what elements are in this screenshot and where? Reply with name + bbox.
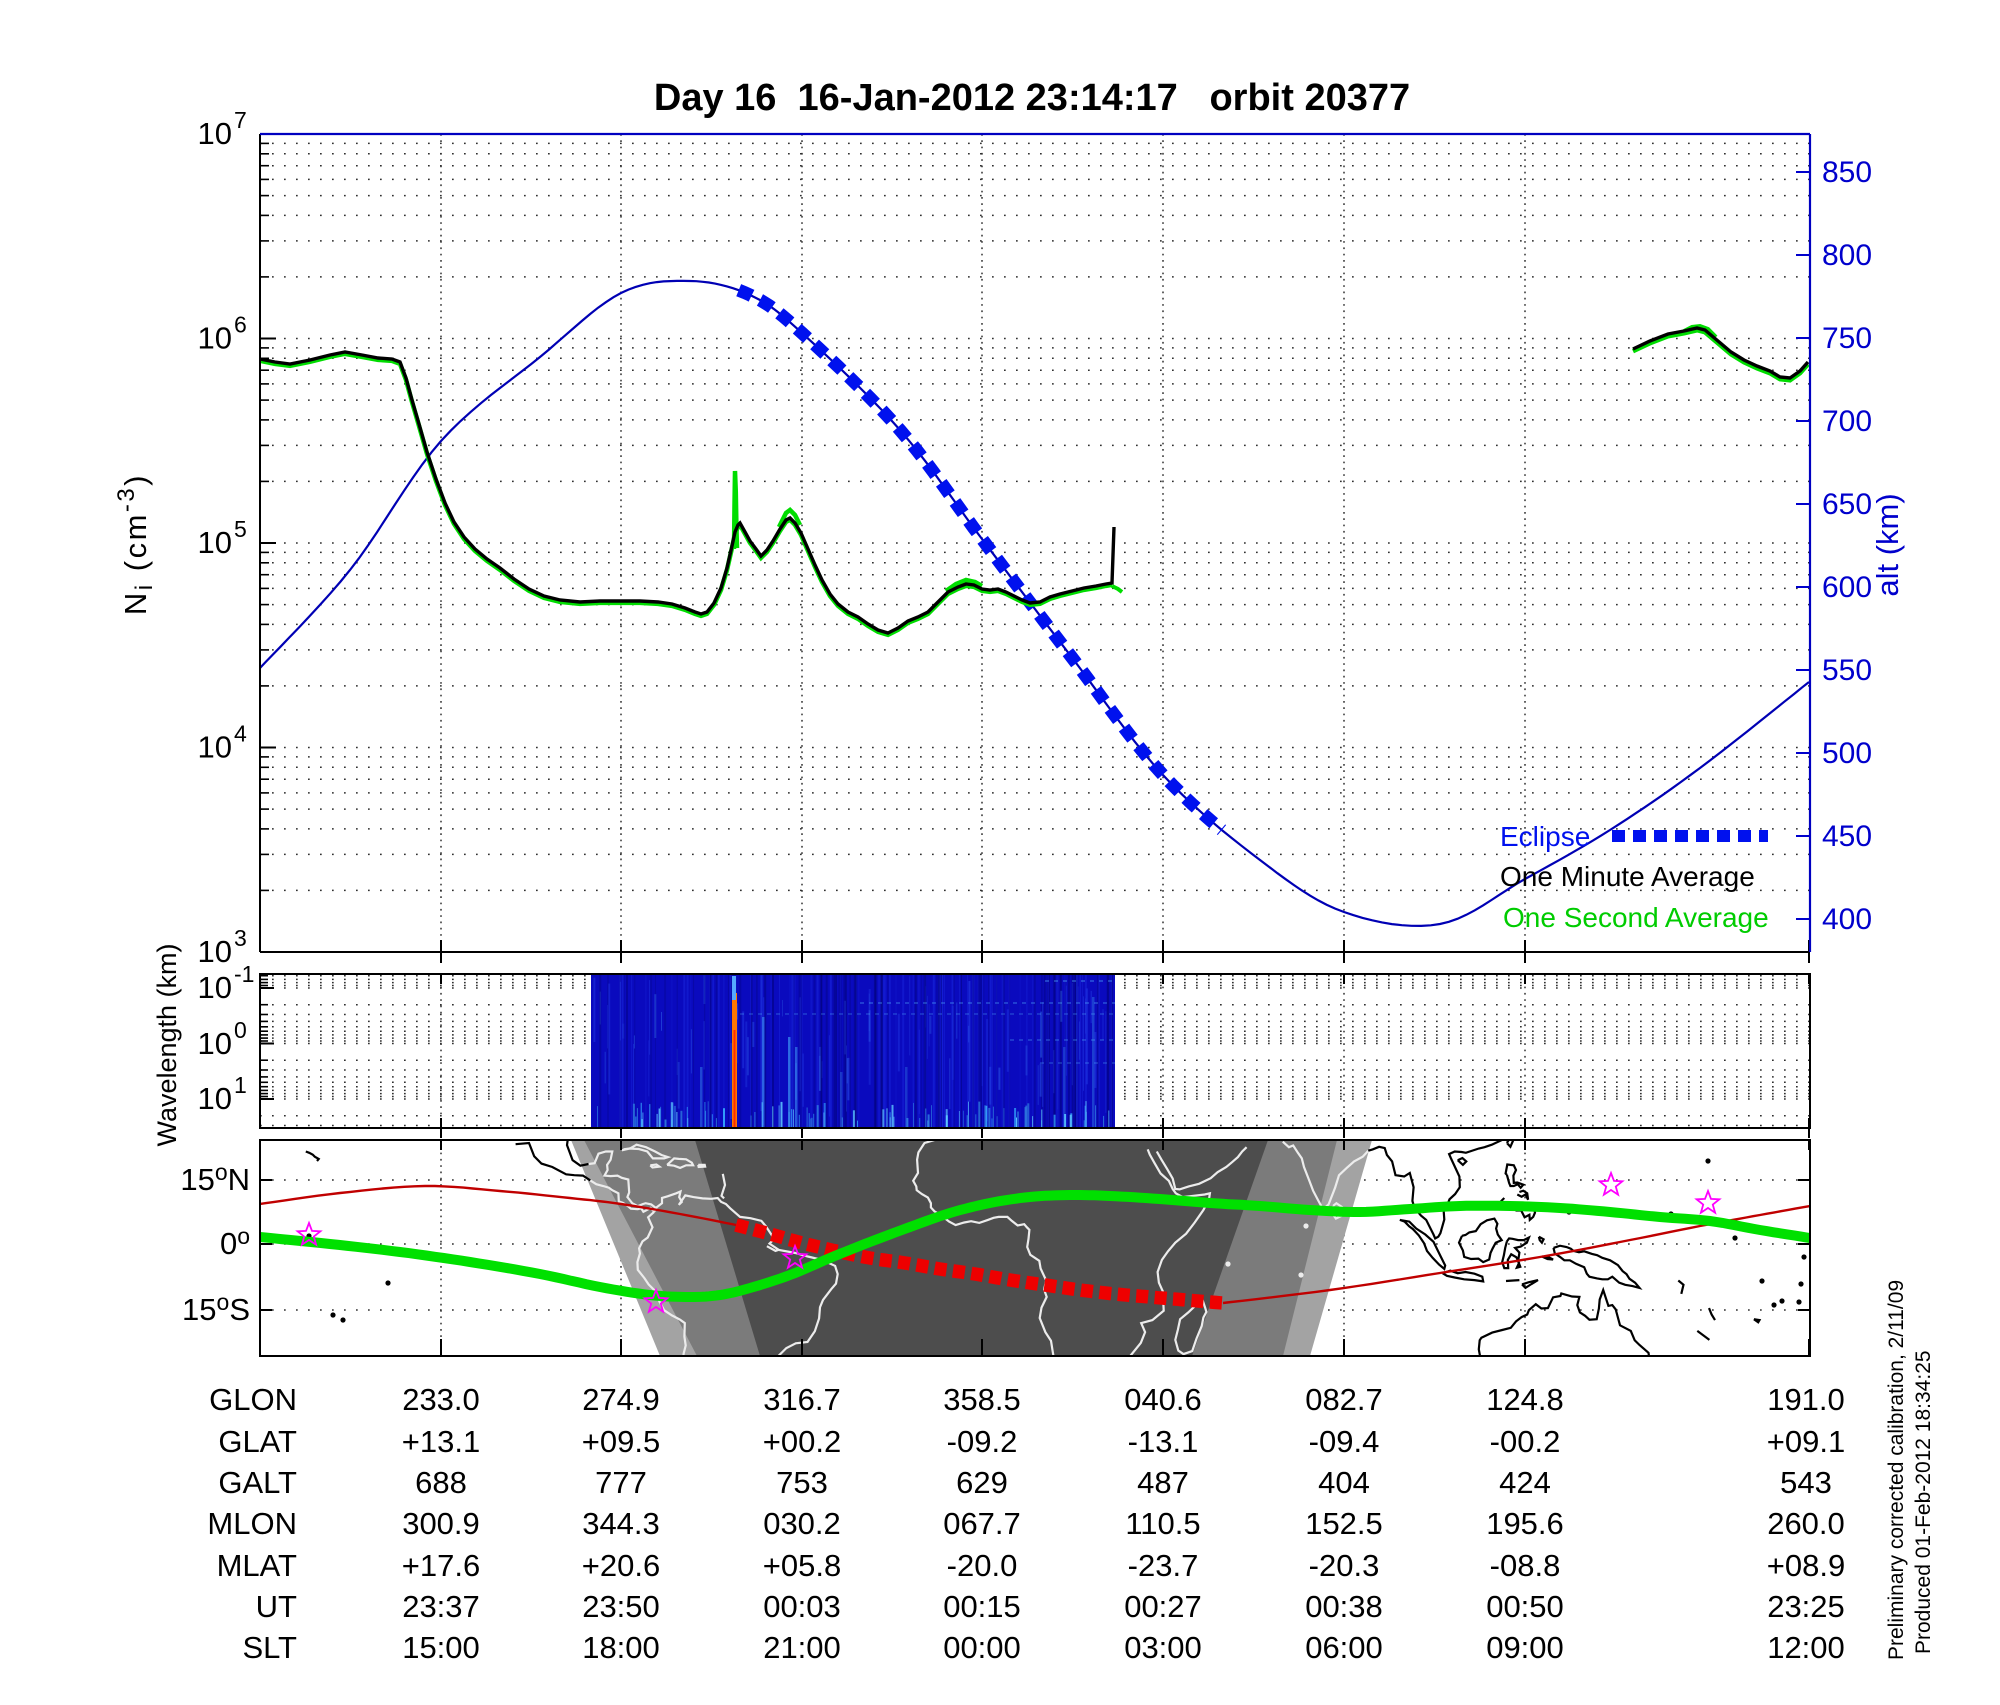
- svg-text:688: 688: [415, 1465, 467, 1500]
- svg-text:Eclipse: Eclipse: [1500, 821, 1590, 852]
- svg-text:10: 10: [198, 321, 232, 356]
- svg-text:MLAT: MLAT: [217, 1548, 297, 1583]
- svg-text:233.0: 233.0: [402, 1382, 480, 1417]
- svg-text:-08.8: -08.8: [1490, 1548, 1561, 1583]
- svg-text:487: 487: [1137, 1465, 1189, 1500]
- svg-text:6: 6: [234, 312, 247, 338]
- svg-text:GLON: GLON: [209, 1382, 297, 1417]
- svg-text:3: 3: [234, 925, 247, 951]
- svg-text:110.5: 110.5: [1125, 1506, 1200, 1541]
- svg-text:404: 404: [1318, 1465, 1370, 1500]
- svg-text:10: 10: [198, 1081, 232, 1116]
- svg-text:00:00: 00:00: [943, 1630, 1021, 1665]
- svg-text:424: 424: [1499, 1465, 1551, 1500]
- svg-text:15oS: 15oS: [182, 1289, 250, 1327]
- svg-text:MLON: MLON: [207, 1506, 297, 1541]
- svg-text:15:00: 15:00: [402, 1630, 480, 1665]
- svg-text:+09.1: +09.1: [1767, 1424, 1845, 1459]
- svg-text:753: 753: [776, 1465, 828, 1500]
- svg-text:260.0: 260.0: [1767, 1506, 1845, 1541]
- svg-text:316.7: 316.7: [763, 1382, 841, 1417]
- svg-text:5: 5: [234, 516, 247, 542]
- svg-text:GLAT: GLAT: [218, 1424, 297, 1459]
- svg-text:274.9: 274.9: [582, 1382, 660, 1417]
- svg-text:SLT: SLT: [242, 1630, 297, 1665]
- svg-text:+00.2: +00.2: [763, 1424, 841, 1459]
- svg-text:+05.8: +05.8: [763, 1548, 841, 1583]
- svg-text:700: 700: [1822, 405, 1872, 438]
- svg-text:195.6: 195.6: [1486, 1506, 1564, 1541]
- svg-text:21:00: 21:00: [763, 1630, 841, 1665]
- svg-text:10: 10: [198, 934, 232, 969]
- svg-text:040.6: 040.6: [1124, 1382, 1202, 1417]
- svg-text:750: 750: [1822, 322, 1872, 355]
- svg-text:1: 1: [234, 1072, 247, 1098]
- svg-text:Day 16 16-Jan-2012 23:14:17: Day 16 16-Jan-2012 23:14:17 orbit 20377: [654, 77, 1410, 119]
- svg-text:550: 550: [1822, 654, 1872, 687]
- svg-text:850: 850: [1822, 156, 1872, 189]
- svg-text:23:37: 23:37: [402, 1589, 480, 1624]
- svg-text:23:50: 23:50: [582, 1589, 660, 1624]
- svg-text:10: 10: [198, 730, 232, 765]
- svg-text:4: 4: [234, 721, 247, 747]
- svg-text:-23.7: -23.7: [1128, 1548, 1199, 1583]
- svg-text:500: 500: [1822, 737, 1872, 770]
- svg-text:10: 10: [198, 970, 232, 1005]
- svg-text:+08.9: +08.9: [1767, 1548, 1845, 1583]
- svg-text:191.0: 191.0: [1767, 1382, 1845, 1417]
- svg-text:-20.3: -20.3: [1309, 1548, 1380, 1583]
- svg-text:0: 0: [234, 1017, 247, 1043]
- svg-text:152.5: 152.5: [1305, 1506, 1383, 1541]
- svg-text:-09.4: -09.4: [1309, 1424, 1380, 1459]
- svg-text:777: 777: [595, 1465, 647, 1500]
- svg-text:06:00: 06:00: [1305, 1630, 1383, 1665]
- svg-text:GALT: GALT: [218, 1465, 297, 1500]
- svg-text:344.3: 344.3: [582, 1506, 660, 1541]
- svg-text:600: 600: [1822, 571, 1872, 604]
- svg-text:450: 450: [1822, 820, 1872, 853]
- svg-text:-09.2: -09.2: [947, 1424, 1018, 1459]
- svg-text:+20.6: +20.6: [582, 1548, 660, 1583]
- svg-text:12:00: 12:00: [1767, 1630, 1845, 1665]
- svg-text:Preliminary corrected calibrat: Preliminary corrected calibration, 2/11/…: [1885, 1280, 1908, 1660]
- svg-text:300.9: 300.9: [402, 1506, 480, 1541]
- svg-text:00:15: 00:15: [943, 1589, 1021, 1624]
- svg-text:00:38: 00:38: [1305, 1589, 1383, 1624]
- svg-text:One Minute Average: One Minute Average: [1500, 861, 1755, 892]
- svg-text:082.7: 082.7: [1305, 1382, 1383, 1417]
- svg-text:09:00: 09:00: [1486, 1630, 1564, 1665]
- svg-text:030.2: 030.2: [763, 1506, 841, 1541]
- svg-text:+09.5: +09.5: [582, 1424, 660, 1459]
- svg-text:-1: -1: [234, 961, 254, 987]
- svg-text:067.7: 067.7: [943, 1506, 1021, 1541]
- svg-text:400: 400: [1822, 903, 1872, 936]
- svg-text:-20.0: -20.0: [947, 1548, 1018, 1583]
- svg-text:Produced 01-Feb-2012 18:34:25: Produced 01-Feb-2012 18:34:25: [1912, 1350, 1935, 1654]
- svg-text:10: 10: [198, 116, 232, 151]
- svg-text:03:00: 03:00: [1124, 1630, 1202, 1665]
- svg-text:-13.1: -13.1: [1128, 1424, 1199, 1459]
- svg-text:00:03: 00:03: [763, 1589, 841, 1624]
- svg-text:Wavelength (km): Wavelength (km): [152, 943, 182, 1146]
- svg-text:-00.2: -00.2: [1490, 1424, 1561, 1459]
- svg-text:23:25: 23:25: [1767, 1589, 1845, 1624]
- svg-text:UT: UT: [256, 1589, 297, 1624]
- svg-text:543: 543: [1780, 1465, 1832, 1500]
- svg-text:800: 800: [1822, 239, 1872, 272]
- svg-text:629: 629: [956, 1465, 1008, 1500]
- svg-text:00:50: 00:50: [1486, 1589, 1564, 1624]
- svg-text:alt (km): alt (km): [1870, 493, 1905, 596]
- svg-text:18:00: 18:00: [582, 1630, 660, 1665]
- svg-text:7: 7: [234, 107, 247, 133]
- svg-text:15oN: 15oN: [180, 1159, 250, 1197]
- svg-text:10: 10: [198, 1026, 232, 1061]
- svg-text:10: 10: [198, 525, 232, 560]
- svg-text:+17.6: +17.6: [402, 1548, 480, 1583]
- svg-text:+13.1: +13.1: [402, 1424, 480, 1459]
- svg-text:358.5: 358.5: [943, 1382, 1021, 1417]
- svg-text:650: 650: [1822, 488, 1872, 521]
- svg-text:124.8: 124.8: [1486, 1382, 1564, 1417]
- svg-text:One Second Average: One Second Average: [1503, 902, 1769, 933]
- svg-text:00:27: 00:27: [1124, 1589, 1202, 1624]
